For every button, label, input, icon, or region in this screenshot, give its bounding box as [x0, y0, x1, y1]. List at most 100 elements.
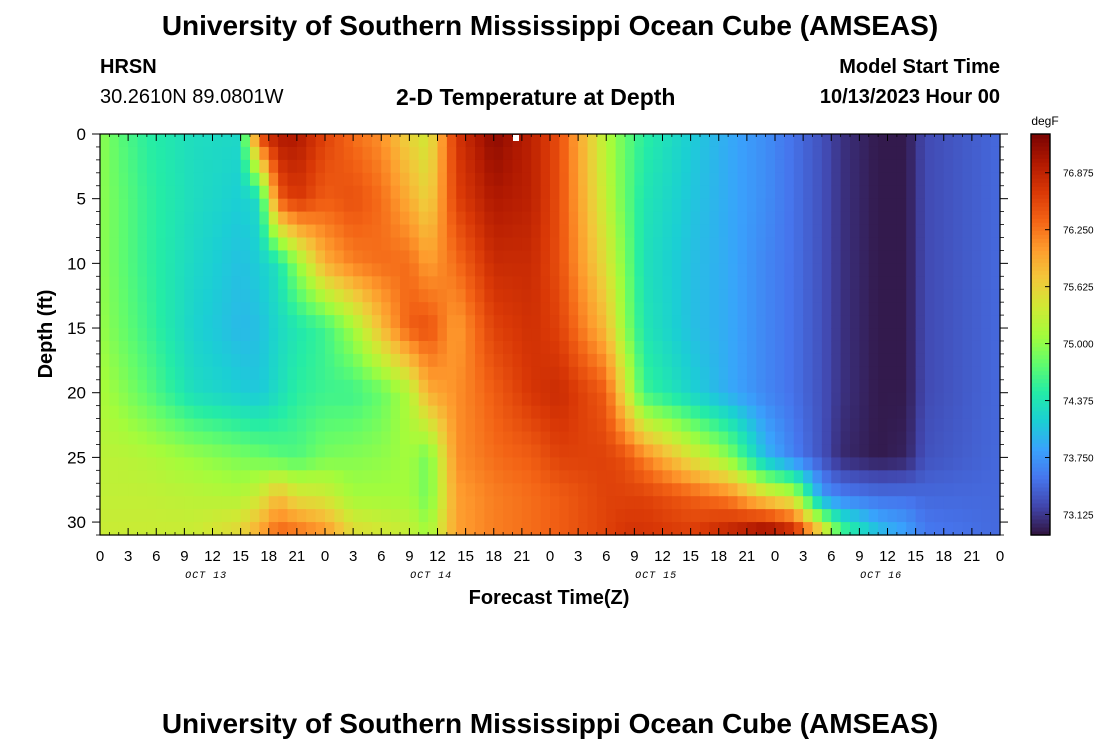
heat-cell: [109, 263, 120, 277]
heat-cell: [400, 444, 410, 458]
heat-cell: [137, 483, 148, 497]
heat-cell: [896, 444, 907, 458]
heat-cell: [184, 224, 195, 239]
heat-cell: [962, 237, 973, 252]
heat-cell: [784, 289, 795, 303]
heat-cell: [746, 496, 757, 510]
heat-cell: [840, 237, 851, 252]
heat-cell: [250, 496, 260, 510]
heat-cell: [409, 470, 420, 484]
heat-cell: [231, 483, 242, 497]
heat-cell: [859, 392, 870, 407]
heat-cell: [878, 250, 889, 264]
heat-cell: [953, 444, 964, 458]
heat-cell: [156, 172, 167, 187]
heat-cell: [943, 198, 954, 213]
heat-cell: [362, 250, 373, 264]
heat-cell: [887, 483, 898, 497]
heat-cell: [718, 315, 729, 329]
heat-cell: [681, 379, 692, 394]
heat-cell: [278, 418, 289, 433]
heat-cell: [259, 509, 270, 523]
heat-cell: [409, 392, 420, 407]
heat-cell: [203, 470, 214, 484]
heat-cell: [446, 263, 457, 277]
heat-cell: [887, 172, 898, 187]
heat-cell: [400, 483, 410, 497]
heat-cell: [137, 146, 148, 161]
heat-cell: [418, 353, 429, 368]
heat-cell: [625, 198, 635, 213]
heat-cell: [100, 457, 110, 471]
heat-cell: [746, 263, 757, 277]
heat-cell: [578, 392, 589, 407]
heat-cell: [568, 405, 579, 420]
heat-cell: [803, 146, 814, 161]
heat-cell: [550, 496, 560, 510]
heat-cell: [371, 211, 382, 226]
heat-cell: [446, 483, 457, 497]
heat-cell: [512, 405, 523, 420]
heat-cell: [934, 289, 945, 303]
heat-cell: [953, 328, 964, 342]
heat-cell: [521, 211, 532, 226]
heat-cell: [334, 418, 345, 433]
heat-cell: [390, 315, 401, 329]
heat-cell: [606, 522, 617, 536]
heat-cell: [362, 509, 373, 523]
heat-cell: [971, 250, 982, 264]
heat-cell: [437, 405, 448, 420]
heat-cell: [475, 405, 485, 420]
heat-cell: [325, 146, 335, 161]
heat-cell: [531, 276, 542, 290]
heat-cell: [671, 379, 682, 394]
heat-cell: [981, 276, 992, 290]
heat-cell: [981, 366, 992, 381]
heat-cell: [521, 457, 532, 471]
heat-cell: [653, 353, 664, 368]
heat-cell: [503, 211, 514, 226]
heat-cell: [559, 392, 570, 407]
heat-cell: [250, 431, 260, 446]
heat-cell: [334, 509, 345, 523]
heat-cell: [728, 340, 739, 355]
heat-cell: [662, 353, 673, 368]
heat-cell: [521, 509, 532, 523]
heat-cell: [428, 340, 439, 355]
heat-cell: [156, 522, 167, 536]
heat-cell: [756, 134, 767, 148]
heat-cell: [634, 496, 645, 510]
heat-cell: [212, 315, 223, 329]
heat-cell: [109, 289, 120, 303]
heat-cell: [709, 366, 720, 381]
heat-cell: [681, 289, 692, 303]
heat-cell: [840, 444, 851, 458]
heat-cell: [728, 522, 739, 536]
heat-cell: [775, 159, 785, 174]
heat-cell: [475, 263, 485, 277]
heat-cell: [906, 146, 917, 161]
heat-cell: [906, 134, 917, 148]
heat-cell: [887, 146, 898, 161]
heat-cell: [943, 315, 954, 329]
heat-cell: [971, 224, 982, 239]
heat-cell: [700, 483, 710, 497]
heat-cell: [503, 302, 514, 316]
heat-cell: [137, 289, 148, 303]
heat-cell: [400, 224, 410, 239]
heat-cell: [653, 379, 664, 394]
heat-cell: [203, 353, 214, 368]
heat-cell: [943, 353, 954, 368]
heat-cell: [362, 237, 373, 252]
heat-cell: [756, 315, 767, 329]
heat-cell: [156, 289, 167, 303]
heat-cell: [184, 353, 195, 368]
colorbar-segment: [1031, 138, 1050, 143]
heat-cell: [456, 315, 467, 329]
heat-cell: [596, 470, 607, 484]
heat-cell: [212, 483, 223, 497]
heat-cell: [109, 198, 120, 213]
heat-cell: [700, 366, 710, 381]
heat-cell: [615, 444, 626, 458]
heat-cell: [118, 431, 129, 446]
